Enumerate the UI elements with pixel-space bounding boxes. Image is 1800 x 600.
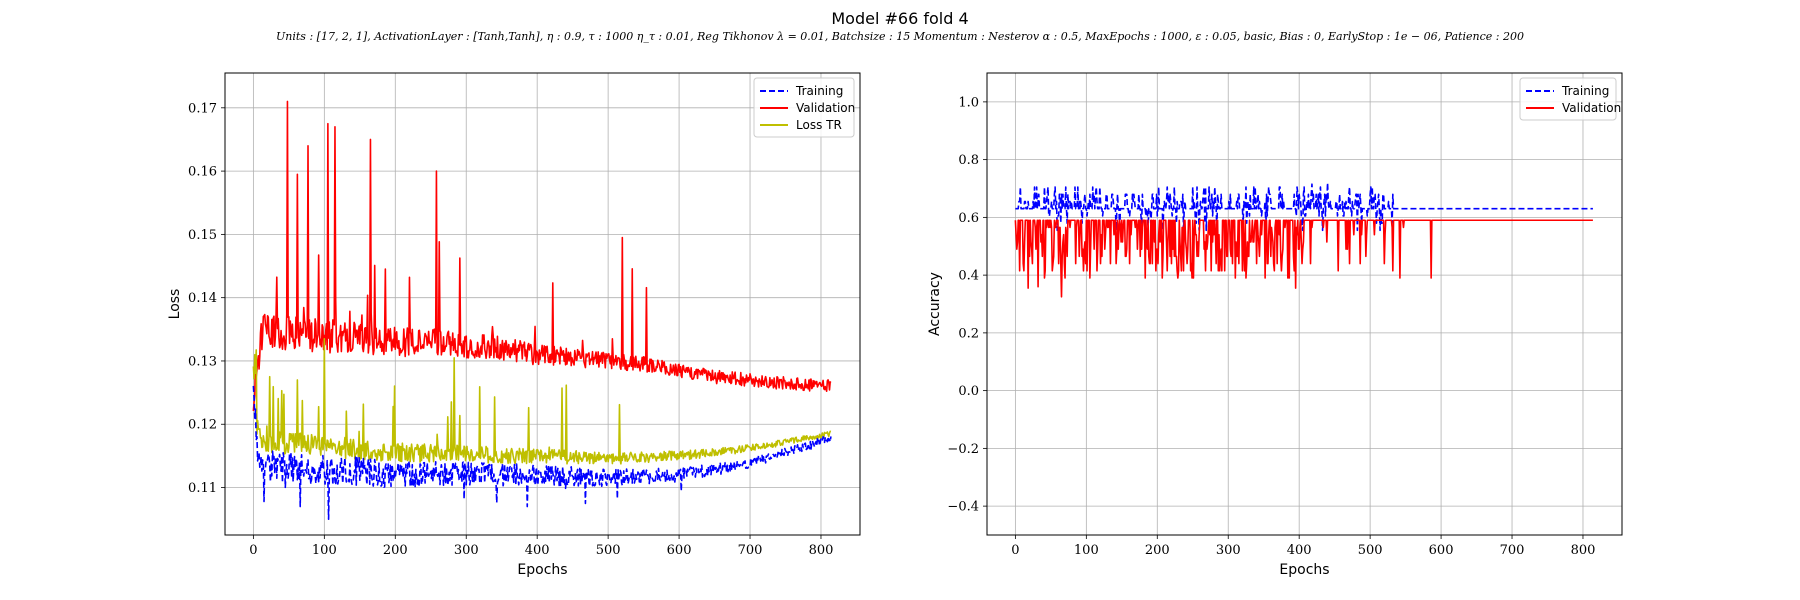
legend-box	[753, 77, 855, 138]
x-tick-label: 600	[667, 543, 692, 558]
x-tick-label: 300	[1216, 543, 1241, 558]
series-line-validation	[252, 100, 832, 411]
figure-subtitle: Units : [17, 2, 1], ActivationLayer : [T…	[276, 30, 1524, 43]
x-tick-label: 500	[596, 543, 621, 558]
legend-box	[1519, 77, 1617, 121]
legend-entry-label: Loss TR	[796, 118, 842, 132]
legend-entry-label: Training	[1561, 84, 1609, 98]
y-tick-label: 0.16	[188, 165, 217, 180]
y-tick-label: 1.0	[958, 95, 979, 110]
y-tick-label: 0.8	[958, 153, 979, 168]
plot-frame	[224, 72, 861, 536]
y-tick-label: −0.2	[947, 442, 979, 457]
figure-title: Model #66 fold 4	[831, 9, 969, 28]
y-tick-label: 0.17	[188, 101, 217, 116]
x-tick-label: 100	[312, 543, 337, 558]
y-tick-label: −0.4	[947, 500, 979, 515]
y-tick-label: 0.13	[188, 354, 217, 369]
x-tick-label: 0	[1011, 543, 1019, 558]
x-tick-label: 400	[525, 543, 550, 558]
x-tick-label: 200	[1145, 543, 1170, 558]
x-axis-label: Epochs	[517, 562, 567, 578]
x-tick-label: 600	[1429, 543, 1454, 558]
legend-entry-label: Validation	[1562, 101, 1621, 115]
series-line-training	[1015, 181, 1593, 232]
series-line-validation	[1014, 219, 1593, 298]
accuracy-panel: 0 100 200 300 400 500 600 700 800 −0.4 −0.2 0.0 0.2 0…	[927, 72, 1623, 578]
loss-panel: 0 100 200 300 400 500 600 700 800 0.11 0.12 0.13 0.1…	[167, 72, 861, 578]
x-tick-label: 0	[249, 543, 257, 558]
x-tick-label: 800	[1571, 543, 1596, 558]
y-tick-label: 0.2	[958, 326, 979, 341]
series-line-training	[252, 385, 832, 520]
y-tick-label: 0.14	[188, 291, 217, 306]
x-tick-label: 700	[738, 543, 763, 558]
x-tick-label: 800	[809, 543, 834, 558]
y-tick-label: 0.6	[958, 211, 979, 226]
y-axis-label: Accuracy	[927, 272, 943, 336]
legend-entry-label: Validation	[796, 101, 855, 115]
y-tick-label: 0.11	[188, 481, 217, 496]
y-tick-label: 0.12	[188, 418, 217, 433]
x-tick-label: 200	[383, 543, 408, 558]
y-tick-label: 0.4	[958, 269, 979, 284]
x-tick-label: 100	[1074, 543, 1099, 558]
x-tick-label: 300	[454, 543, 479, 558]
y-tick-label: 0.15	[188, 228, 217, 243]
plot-frame	[986, 72, 1623, 536]
y-tick-label: 0.0	[958, 384, 979, 399]
series-line-loss-tr	[252, 338, 832, 465]
x-tick-label: 700	[1500, 543, 1525, 558]
y-axis-label: Loss	[167, 289, 183, 320]
x-axis-label: Epochs	[1279, 562, 1329, 578]
legend-entry-label: Training	[795, 84, 843, 98]
x-tick-label: 400	[1287, 543, 1312, 558]
x-tick-label: 500	[1358, 543, 1383, 558]
